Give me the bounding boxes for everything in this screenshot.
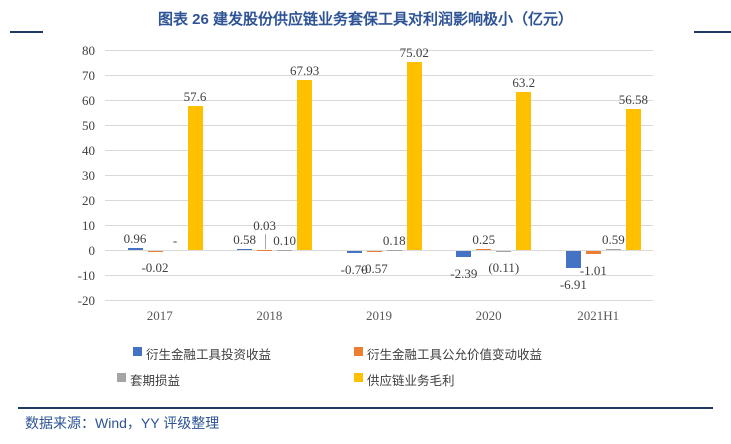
data-label: -0.02 [141, 260, 169, 276]
x-axis-tick-label: 2021H1 [577, 308, 620, 323]
data-label: 75.02 [399, 45, 429, 61]
bar-衍生金融工具投资收益 [565, 251, 581, 269]
bar-衍生金融工具投资收益 [127, 247, 143, 250]
y-axis-tick-label: 80 [82, 43, 95, 58]
legend-swatch-衍生金融工具投资收益 [133, 347, 142, 356]
data-label: 0.25 [472, 232, 496, 248]
bar-供应链业务毛利 [406, 62, 422, 250]
data-label: 0.58 [233, 231, 256, 247]
data-label: 63.2 [512, 75, 536, 90]
bar-套期损益 [605, 248, 621, 250]
bar-供应链业务毛利 [516, 92, 532, 250]
y-axis-tick-label: 20 [82, 193, 95, 208]
bar-衍生金融工具公允价值变动收益 [476, 249, 492, 250]
y-axis-tick-label: 60 [82, 93, 95, 108]
bar-衍生金融工具公允价值变动收益 [585, 251, 601, 254]
bar-供应链业务毛利 [187, 106, 203, 250]
x-axis-tick-label: 2017 [146, 308, 173, 323]
y-axis-tick-label: 0 [88, 243, 96, 258]
legend-label: 衍生金融工具公允价值变动收益 [367, 348, 543, 362]
data-label: -0.70 [340, 261, 368, 277]
bar-套期损益 [277, 249, 293, 251]
bar-衍生金融工具公允价值变动收益 [147, 251, 163, 252]
data-label: 0.03 [253, 217, 276, 233]
legend-swatch-衍生金融工具公允价值变动收益 [354, 347, 363, 356]
data-label: 57.6 [183, 89, 207, 104]
gridline [105, 200, 653, 201]
y-axis-tick-label: 30 [82, 168, 95, 183]
data-label: 56.58 [618, 91, 649, 107]
bar-衍生金融工具投资收益 [456, 251, 472, 257]
gridline [105, 75, 653, 76]
y-axis-tick-label: -10 [77, 268, 95, 283]
data-label: -2.39 [450, 265, 478, 281]
source-divider [18, 407, 713, 409]
gridline [105, 250, 653, 251]
label-leader-line [264, 233, 266, 249]
data-source-note: 数据来源：Wind，YY 评级整理 [25, 415, 220, 431]
data-label: 0.18 [382, 232, 406, 248]
bar-衍生金融工具投资收益 [346, 251, 362, 253]
y-axis-tick-label: 10 [82, 218, 95, 233]
legend-swatch-供应链业务毛利 [354, 373, 363, 382]
data-label: 67.93 [289, 63, 320, 79]
data-label: -1.01 [579, 262, 607, 278]
legend-label: 衍生金融工具投资收益 [146, 348, 272, 362]
data-label: -6.91 [559, 277, 587, 293]
data-label: 0.59 [602, 231, 625, 247]
bar-衍生金融工具公允价值变动收益 [366, 251, 382, 253]
gridline [105, 50, 653, 51]
y-axis-tick-label: 50 [82, 118, 95, 133]
gridline [105, 125, 653, 126]
bar-供应链业务毛利 [297, 80, 313, 250]
gridline [105, 175, 653, 176]
legend-swatch-套期损益 [117, 373, 126, 382]
bar-供应链业务毛利 [625, 108, 641, 250]
header-rule-left [10, 31, 43, 33]
data-label: 0.96 [123, 230, 147, 246]
data-label: (0.11) [488, 260, 520, 276]
x-axis-tick-label: 2018 [256, 308, 283, 323]
bar-衍生金融工具公允价值变动收益 [257, 249, 273, 251]
legend-label: 套期损益 [130, 374, 181, 388]
bar-衍生金融工具投资收益 [237, 248, 253, 250]
y-axis-tick-label: -20 [77, 293, 95, 308]
x-axis-tick-label: 2020 [475, 308, 502, 323]
bar-套期损益 [386, 249, 402, 251]
gridline [105, 300, 653, 301]
data-label: 0.10 [273, 232, 296, 248]
y-axis-tick-label: 70 [82, 68, 95, 83]
gridline [105, 275, 653, 276]
chart-title: 图表 26 建发股份供应链业务套保工具对利润影响极小（亿元） [157, 11, 574, 28]
y-axis-tick-label: 40 [82, 143, 95, 158]
gridline [105, 225, 653, 226]
header-rule-right [694, 31, 731, 33]
gridline [105, 150, 653, 151]
x-axis-tick-label: 2019 [365, 308, 392, 323]
gridline [105, 100, 653, 101]
legend-label: 供应链业务毛利 [367, 374, 455, 388]
data-label: - [172, 233, 178, 248]
data-label: -0.57 [360, 261, 388, 277]
bar-套期损益 [496, 251, 512, 252]
